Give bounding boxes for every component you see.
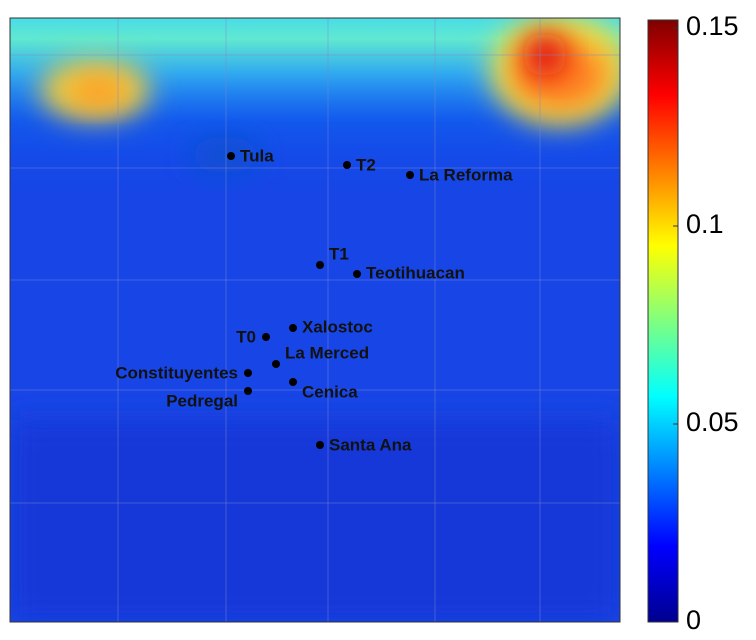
colorbar: 0 0.05 0.1 0.15 bbox=[647, 11, 739, 635]
station-dot bbox=[244, 387, 252, 395]
stations: Tula T2 La Reforma T1 Teotihuacan T0 Xalostoc L… bbox=[115, 146, 513, 454]
station-label: Constituyentes bbox=[115, 363, 238, 382]
station-dot bbox=[316, 441, 324, 449]
station-label: Pedregal bbox=[166, 391, 238, 410]
colorbar-tick-label: 0.05 bbox=[686, 407, 739, 437]
station-dot bbox=[289, 324, 297, 332]
station-label: Teotihuacan bbox=[366, 263, 465, 282]
station-label: Cenica bbox=[302, 382, 358, 401]
station-dot bbox=[289, 378, 297, 386]
station-label: T0 bbox=[236, 327, 256, 346]
colorbar-tick-label: 0.15 bbox=[686, 11, 739, 41]
colorbar-tick-label: 0 bbox=[686, 605, 701, 635]
station-label: Xalostoc bbox=[302, 317, 373, 336]
colorbar-tick-label: 0.1 bbox=[686, 209, 724, 239]
station-label: T1 bbox=[329, 244, 349, 263]
station-label: T2 bbox=[356, 155, 376, 174]
station-dot bbox=[406, 171, 414, 179]
heat-field bbox=[10, 18, 620, 622]
station-dot bbox=[316, 261, 324, 269]
station-dot bbox=[262, 333, 270, 341]
colorbar-ramp bbox=[647, 19, 679, 623]
station-dot bbox=[353, 270, 361, 278]
station-label: La Reforma bbox=[419, 165, 513, 184]
station-dot bbox=[272, 360, 280, 368]
station-dot bbox=[244, 369, 252, 377]
plot-frame bbox=[9, 17, 621, 623]
station-dot bbox=[227, 152, 235, 160]
station-label: La Merced bbox=[285, 343, 369, 362]
station-dot bbox=[343, 161, 351, 169]
station-label: Tula bbox=[240, 146, 274, 165]
station-label: Santa Ana bbox=[329, 435, 412, 454]
